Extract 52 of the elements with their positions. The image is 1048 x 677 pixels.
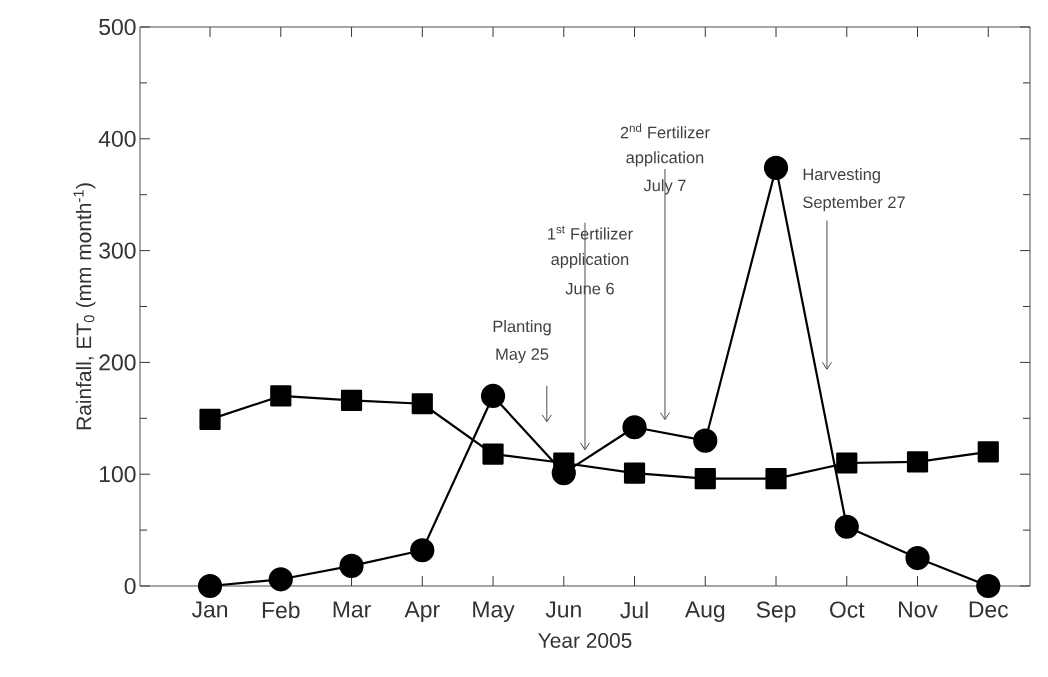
point <box>976 573 1001 599</box>
point <box>622 415 647 440</box>
point <box>270 385 292 407</box>
x-tick-label: Jul <box>620 601 648 619</box>
point <box>480 383 506 409</box>
annotation: Planting <box>493 320 551 336</box>
point <box>906 451 929 473</box>
y-tick-label: 400 <box>98 130 136 147</box>
annotation: July 7 <box>643 179 686 195</box>
point <box>411 393 433 415</box>
annotation: September 27 <box>803 195 905 212</box>
point <box>905 545 930 571</box>
x-tick-label: Feb <box>262 601 300 619</box>
annotation: 1$^{st}$ Fertilizer <box>548 225 633 240</box>
y-tick-label: 100 <box>100 466 136 483</box>
y-tick-label: 200 <box>99 354 136 371</box>
y-tick-label: 500 <box>99 18 136 36</box>
y-tick-label: 0 <box>124 577 136 595</box>
point <box>977 441 999 463</box>
annotation: June 6 <box>565 282 614 295</box>
y-tick-label: 300 <box>99 242 136 259</box>
point <box>763 155 789 180</box>
y-axis-title: Rainfall, ET$_{0}$ (mm month$^{-1}$) <box>73 183 96 430</box>
point <box>482 443 504 465</box>
point <box>410 538 435 563</box>
x-tick-label: Mar <box>333 601 371 618</box>
point <box>834 514 859 539</box>
x-axis-title: Year 2005 <box>538 633 632 648</box>
x-tick-label: Aug <box>684 601 725 623</box>
x-tick-label: Apr <box>404 601 440 623</box>
point <box>197 573 223 599</box>
point <box>339 553 364 578</box>
x-tick-label: Jan <box>191 601 228 618</box>
x-tick-label: Dec <box>969 601 1009 618</box>
point <box>268 567 293 592</box>
point <box>694 468 716 490</box>
annotation: Harvesting <box>803 168 880 184</box>
annotation: application <box>551 253 629 269</box>
annotation: 2$^{nd}$ Fertilizer <box>620 123 710 139</box>
point <box>199 408 221 431</box>
point <box>765 468 787 490</box>
x-tick-label: May <box>473 601 515 623</box>
point <box>693 428 718 453</box>
x-tick-label: Oct <box>830 601 865 618</box>
point <box>623 462 646 484</box>
point <box>836 452 858 474</box>
x-tick-label: Nov <box>899 601 938 618</box>
x-tick-label: Jun <box>545 601 581 618</box>
point <box>340 389 363 412</box>
annotation: application <box>626 151 704 167</box>
x-tick-label: Sep <box>756 601 796 623</box>
annotation: May 25 <box>496 348 549 364</box>
